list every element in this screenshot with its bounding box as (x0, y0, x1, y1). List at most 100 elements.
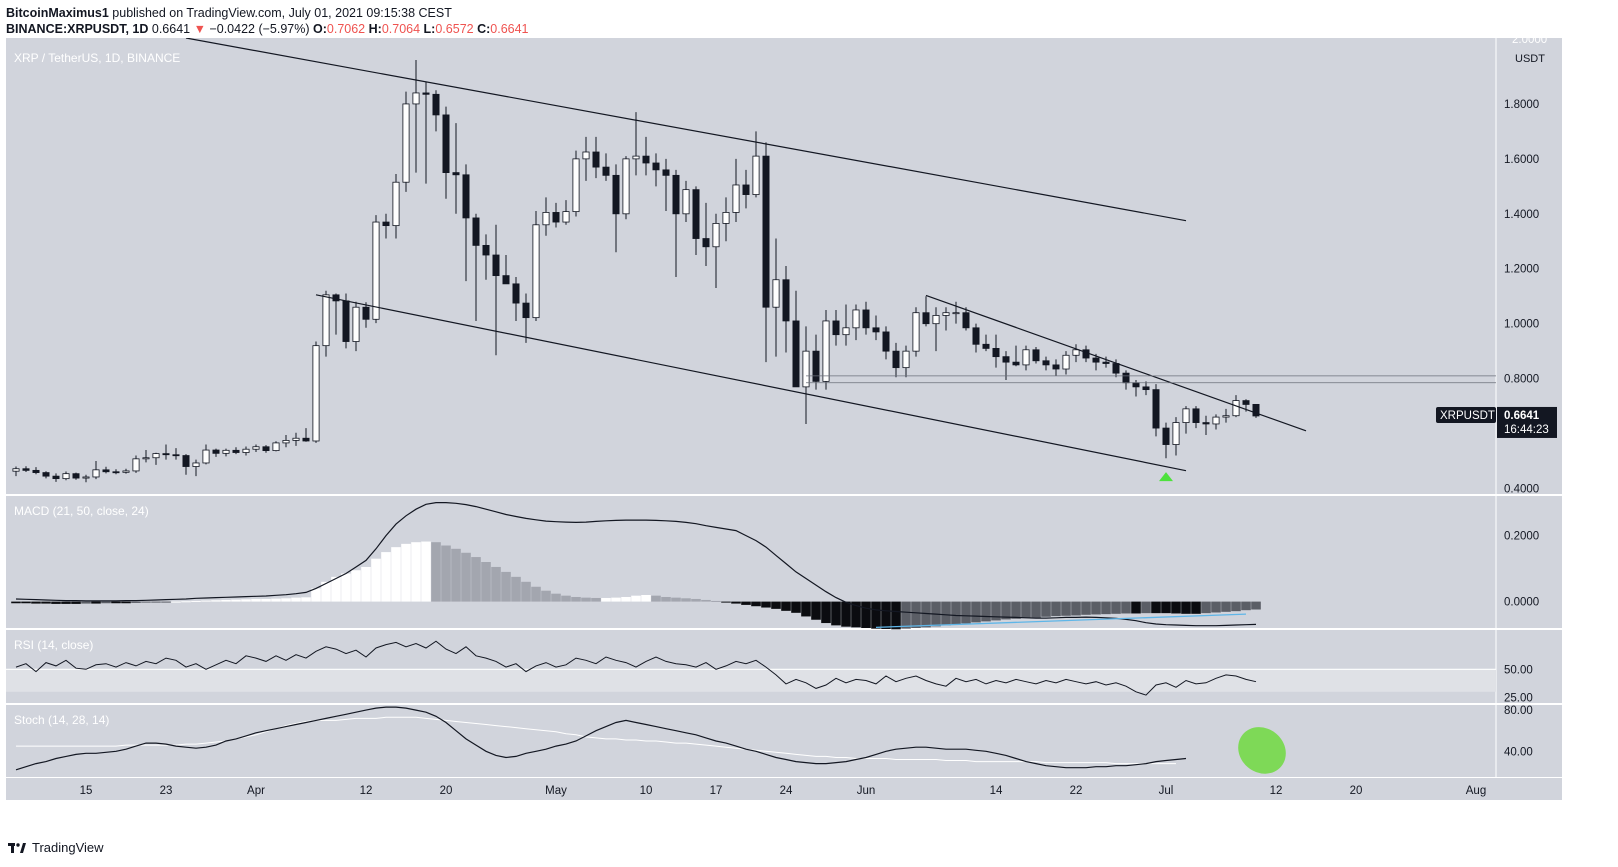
macd-histogram-bar (351, 570, 361, 602)
macd-histogram-bar (911, 601, 921, 628)
candle-body (962, 312, 970, 329)
candle-body (1102, 361, 1110, 364)
macd-histogram-bar (1181, 601, 1191, 614)
candle-body (872, 327, 880, 333)
time-tick-label: 23 (160, 785, 173, 797)
candle-body (902, 350, 910, 369)
candle-body (822, 320, 830, 382)
candle-body (932, 315, 940, 325)
candle-body (312, 345, 320, 442)
footer-brand[interactable]: TradingView (32, 840, 104, 855)
candle-body (532, 224, 540, 319)
macd-histogram-bar (761, 601, 771, 608)
chart-canvas[interactable]: 1.8000 1.6000 1.4000 1.2000 1.0000 0.8000 0.40… (0, 38, 1618, 834)
candle-body (1002, 356, 1010, 363)
upper-channel-line (185, 38, 1187, 222)
open-label: O: (313, 22, 327, 36)
candle-body (972, 327, 980, 345)
candle-body (1052, 364, 1060, 370)
macd-histogram-bar (1131, 601, 1141, 614)
price-tick-label: 1.0000 (1504, 319, 1539, 331)
candle-body (372, 221, 380, 320)
candle-body (272, 442, 280, 451)
candle-body (742, 184, 750, 195)
macd-histogram-bar (581, 597, 591, 602)
macd-histogram-bar (731, 601, 741, 604)
macd-histogram-bar (721, 601, 731, 603)
chart-title: XRP / TetherUS, 1D, BINANCE (14, 51, 180, 65)
macd-histogram-bar (881, 601, 891, 629)
price-tick-label: 1.4000 (1504, 209, 1539, 221)
macd-tick-label: 0.0000 (1504, 597, 1539, 609)
rsi-pane (6, 630, 1496, 703)
stoch-title: Stoch (14, 28, 14) (14, 713, 109, 727)
candle-body (1232, 400, 1240, 417)
macd-histogram-bar (491, 566, 501, 602)
macd-histogram-bar (431, 542, 441, 602)
price-tick-label: 0.8000 (1504, 374, 1539, 386)
macd-histogram-bar (741, 601, 751, 605)
macd-histogram-bar (361, 566, 371, 602)
tradingview-logo-icon (8, 842, 26, 853)
candle-body (992, 348, 1000, 358)
macd-histogram-bar (691, 598, 701, 602)
macd-histogram-bar (941, 601, 951, 626)
macd-histogram-bar (131, 601, 141, 603)
macd-line (15, 502, 1257, 627)
candle-body (912, 312, 920, 352)
candle-body (362, 306, 370, 320)
macd-histogram-bar (71, 601, 81, 604)
candle-body (452, 172, 460, 176)
macd-histogram-bar (811, 601, 821, 620)
candle-body (42, 472, 50, 477)
chart-header: BitcoinMaximus1 published on TradingView… (0, 0, 1618, 38)
candle-body (262, 446, 270, 451)
macd-histogram-bar (391, 547, 401, 602)
last-price-label: 0.6641 (1504, 410, 1540, 422)
macd-histogram-bar (591, 597, 601, 602)
candle-body (1132, 382, 1140, 388)
time-tick-label: 20 (440, 785, 453, 797)
price-pane (6, 38, 1496, 494)
macd-histogram-bar (451, 548, 461, 602)
author-name[interactable]: BitcoinMaximus1 (6, 6, 109, 20)
macd-histogram-bar (461, 552, 471, 602)
time-tick-label: 14 (990, 785, 1003, 797)
stoch-d-line (16, 716, 1176, 765)
macd-histogram-bar (891, 601, 901, 630)
low-label: L: (423, 22, 436, 36)
macd-histogram-bar (191, 600, 201, 602)
open-value: 0.7062 (326, 22, 366, 36)
macd-histogram-bar (1151, 601, 1161, 614)
time-tick-label: 15 (80, 785, 93, 797)
macd-histogram-bar (1171, 601, 1181, 614)
candle-body (722, 212, 730, 224)
macd-histogram-bar (21, 601, 31, 604)
candle-body (1012, 361, 1020, 366)
macd-histogram-bar (141, 601, 151, 603)
stoch-tick-label: 80.00 (1504, 705, 1533, 717)
candle-body (1162, 427, 1170, 445)
macd-histogram-bar (271, 598, 281, 602)
macd-histogram-bar (291, 597, 301, 602)
macd-histogram-bar (521, 581, 531, 602)
last-price: 0.6641 (151, 22, 191, 36)
macd-histogram-bar (421, 541, 431, 602)
price-tick-label: 1.8000 (1504, 99, 1539, 111)
macd-histogram-bar (1221, 601, 1231, 612)
rsi-tick-label: 50.00 (1504, 664, 1533, 676)
candle-body (642, 155, 650, 164)
time-tick-label: 20 (1350, 785, 1363, 797)
down-arrow-icon: ▼ (193, 22, 206, 36)
macd-histogram-bar (251, 598, 261, 602)
macd-histogram-bar (121, 601, 131, 604)
macd-histogram-bar (1211, 601, 1221, 613)
macd-histogram-bar (511, 576, 521, 602)
macd-histogram-bar (1031, 601, 1041, 618)
macd-histogram-bar (781, 601, 791, 611)
high-label: H: (368, 22, 382, 36)
macd-histogram-bar (111, 601, 121, 604)
macd-histogram-bar (1061, 601, 1071, 616)
candle-body (422, 92, 430, 95)
macd-histogram-bar (381, 552, 391, 602)
